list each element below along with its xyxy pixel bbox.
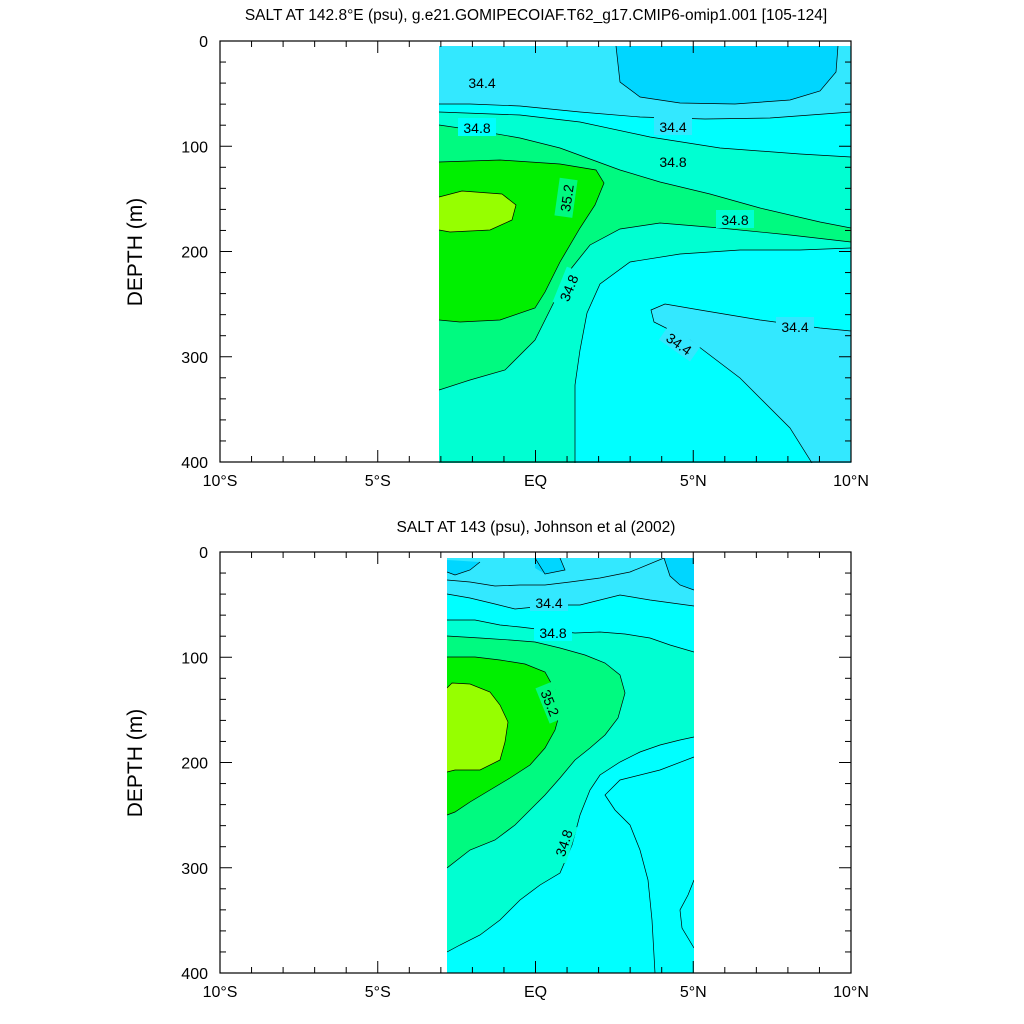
p2-y-tick-label: 0 xyxy=(199,545,208,562)
p2-fill-34.2 xyxy=(447,558,694,590)
p2-fill-34.6-shelf xyxy=(680,880,694,948)
p1-contour-label-6: 34.8 xyxy=(721,212,748,228)
panel-2-y-axis-label: DEPTH (m) xyxy=(124,709,147,818)
p1-x-tick-label: 10°N xyxy=(833,473,869,490)
p2-x-tick-label: 10°N xyxy=(833,984,869,1001)
panel-model: SALT AT 142.8°E (psu), g.e21.GOMIPECOIAF… xyxy=(124,7,869,490)
p1-contour-label-5: 35.2 xyxy=(557,183,577,212)
p1-fill-34.2 xyxy=(616,46,838,104)
p2-fill-35.4 xyxy=(447,683,508,772)
p1-x-tick-label: 5°N xyxy=(680,473,707,490)
panel-1-y-axis-label: DEPTH (m) xyxy=(124,198,147,307)
p1-fill-35.4 xyxy=(439,191,516,232)
p2-contour-label-2: 34.8 xyxy=(539,625,566,641)
p1-contour-label-8: 34.4 xyxy=(781,319,808,335)
panel-1-axes: 10°S 5°S EQ 5°N 10°N 0 100 200 300 400 xyxy=(181,34,869,490)
p2-x-tick-label: 5°S xyxy=(365,984,391,1001)
p1-contour-label-2: 34.4 xyxy=(659,119,686,135)
p1-contour-label-3: 34.8 xyxy=(463,120,490,136)
p2-y-tick-label: 300 xyxy=(181,861,208,878)
p1-y-tick-label: 0 xyxy=(199,34,208,51)
p2-x-tick-label: EQ xyxy=(524,984,547,1001)
p2-x-tick-label: 5°N xyxy=(680,984,707,1001)
p1-x-tick-label: 5°S xyxy=(365,473,391,490)
panel-1-title: SALT AT 142.8°E (psu), g.e21.GOMIPECOIAF… xyxy=(245,7,827,24)
p2-x-tick-label: 10°S xyxy=(203,984,238,1001)
p2-y-tick-label: 100 xyxy=(181,650,208,667)
panel-2-axes: 10°S 5°S EQ 5°N 10°N 0 100 200 300 400 xyxy=(181,545,869,1001)
p1-fill-34.4-deep xyxy=(651,304,851,463)
panel-2-title: SALT AT 143 (psu), Johnson et al (2002) xyxy=(397,519,676,536)
p1-y-tick-label: 400 xyxy=(181,455,208,472)
panel-2-salinity-field: 34.4 34.8 35.2 34.8 xyxy=(447,558,694,973)
p1-contour-label-1: 34.4 xyxy=(468,75,495,91)
p2-y-tick-label: 200 xyxy=(181,756,208,773)
p1-contour-label-4: 34.8 xyxy=(659,154,686,170)
p1-y-tick-label: 300 xyxy=(181,350,208,367)
p2-contour-label-1: 34.4 xyxy=(535,595,562,611)
p1-x-tick-label: EQ xyxy=(524,473,547,490)
p1-x-tick-label: 10°S xyxy=(203,473,238,490)
panel-1-salinity-field: 34.4 34.4 34.8 34.8 35.2 34.8 34.8 34.4 … xyxy=(439,46,851,463)
p2-y-tick-label: 400 xyxy=(181,966,208,983)
panel-obs: SALT AT 143 (psu), Johnson et al (2002) … xyxy=(124,519,869,1001)
p1-y-tick-label: 100 xyxy=(181,139,208,156)
p1-y-tick-label: 200 xyxy=(181,245,208,262)
p1-contour-lines xyxy=(439,46,851,463)
